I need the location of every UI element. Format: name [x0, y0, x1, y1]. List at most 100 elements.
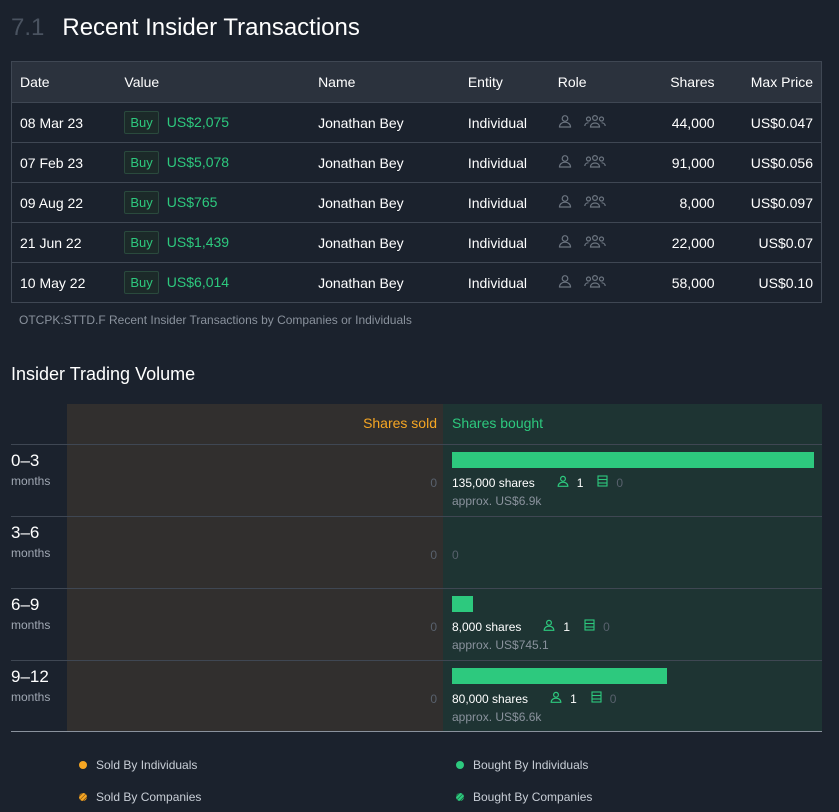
legend-sold-companies: Sold By Companies [79, 790, 201, 804]
cell-entity: Individual [459, 182, 550, 223]
period-range: 3–6 [11, 523, 40, 542]
column-header-role[interactable]: Role [549, 61, 642, 103]
period-label: 6–9 months [11, 595, 67, 632]
buy-badge: Buy [124, 151, 159, 174]
period-label: 3–6 months [11, 523, 67, 560]
green-striped-dot-icon [456, 793, 464, 801]
cell-shares: 8,000 [641, 182, 723, 223]
company-count: 0 [616, 475, 624, 490]
bought-bar[interactable] [452, 596, 473, 612]
shares-sold-header: Shares sold [363, 415, 437, 431]
table-row[interactable]: 09 Aug 22 Buy US$765 Jonathan Bey Individual… [11, 182, 822, 223]
chart-baseline [11, 731, 822, 732]
table-row[interactable]: 07 Feb 23 Buy US$5,078 Jonathan Bey Individu… [11, 142, 822, 183]
cell-role [549, 262, 642, 303]
cell-date: 10 May 22 [11, 262, 117, 303]
period-label: 0–3 months [11, 451, 67, 488]
legend-sold-individuals: Sold By Individuals [79, 758, 197, 772]
legend-bought-individuals: Bought By Individuals [456, 758, 588, 772]
company-count: 0 [603, 619, 610, 634]
cell-name[interactable]: Jonathan Bey [310, 222, 460, 263]
transaction-value: US$5,078 [166, 154, 230, 170]
column-header-date[interactable]: Date [11, 61, 117, 103]
bought-info: 8,000 shares 1 0 [452, 619, 610, 634]
table-caption: OTCPK:STTD.F Recent Insider Transactions… [19, 313, 412, 327]
individual-icon [557, 475, 569, 490]
bought-shares: 80,000 shares [452, 691, 529, 706]
group-people-icon [583, 154, 606, 168]
column-header-max-price[interactable]: Max Price [722, 61, 822, 103]
sold-value: 0 [430, 692, 437, 706]
cell-date: 09 Aug 22 [11, 182, 117, 223]
insider-volume-chart: Shares sold Shares bought 0–3 months 0 135,… [11, 404, 822, 732]
cell-value: Buy US$1,439 [116, 222, 311, 263]
cell-role [549, 182, 642, 223]
period-unit: months [11, 690, 51, 704]
green-dot-icon [456, 761, 464, 769]
column-header-entity[interactable]: Entity [459, 61, 550, 103]
bought-shares: 135,000 shares [452, 475, 535, 490]
company-icon [591, 691, 602, 706]
cell-entity: Individual [459, 262, 550, 303]
insider-transactions-table: Date Value Name Entity Role Shares Max P… [11, 61, 822, 303]
buy-badge: Buy [124, 111, 159, 134]
bought-shares: 8,000 shares [452, 619, 522, 634]
buy-badge: Buy [124, 231, 159, 254]
cell-entity: Individual [459, 142, 550, 183]
group-people-icon [583, 274, 606, 288]
legend-label: Bought By Companies [473, 790, 593, 804]
row-divider [11, 516, 822, 517]
table-row[interactable]: 08 Mar 23 Buy US$2,075 Jonathan Bey Individu… [11, 102, 822, 143]
period-range: 0–3 [11, 451, 40, 470]
approx-value: approx. US$745.1 [452, 638, 549, 652]
cell-role [549, 102, 642, 143]
individual-person-icon [558, 114, 572, 128]
column-header-value[interactable]: Value [116, 61, 311, 103]
bought-info: 80,000 shares 1 0 [452, 691, 616, 706]
column-header-name[interactable]: Name [310, 61, 460, 103]
cell-value: Buy US$765 [116, 182, 311, 223]
sold-value: 0 [430, 620, 437, 634]
individual-person-icon [558, 234, 572, 248]
row-divider [11, 660, 822, 661]
cell-max-price: US$0.056 [722, 142, 822, 183]
transaction-value: US$765 [166, 194, 218, 210]
individual-count: 1 [576, 475, 584, 490]
bought-bar[interactable] [452, 452, 814, 468]
company-icon [597, 475, 608, 490]
group-people-icon [583, 234, 606, 248]
row-divider [11, 444, 822, 445]
period-unit: months [11, 546, 51, 560]
row-divider [11, 588, 822, 589]
column-header-shares[interactable]: Shares [641, 61, 723, 103]
table-row[interactable]: 10 May 22 Buy US$6,014 Jonathan Bey Individu… [11, 262, 822, 303]
cell-name[interactable]: Jonathan Bey [310, 142, 460, 183]
cell-name[interactable]: Jonathan Bey [310, 262, 460, 303]
approx-value: approx. US$6.6k [452, 710, 542, 724]
cell-entity: Individual [459, 222, 550, 263]
cell-shares: 91,000 [641, 142, 723, 183]
cell-max-price: US$0.10 [722, 262, 822, 303]
legend-label: Sold By Companies [96, 790, 202, 804]
cell-name[interactable]: Jonathan Bey [310, 182, 460, 223]
individual-icon [543, 619, 555, 634]
cell-name[interactable]: Jonathan Bey [310, 102, 460, 143]
section-number: 7.1 [11, 14, 45, 41]
period-range: 6–9 [11, 595, 40, 614]
cell-shares: 44,000 [641, 102, 723, 143]
transaction-value: US$1,439 [166, 234, 230, 250]
group-people-icon [583, 114, 606, 128]
orange-striped-dot-icon [79, 793, 87, 801]
individual-count: 1 [563, 619, 571, 634]
individual-person-icon [558, 154, 572, 168]
company-count: 0 [609, 691, 617, 706]
legend-label: Bought By Individuals [473, 758, 589, 772]
bought-bar[interactable] [452, 668, 667, 684]
cell-shares: 22,000 [641, 222, 723, 263]
legend-bought-companies: Bought By Companies [456, 790, 592, 804]
period-unit: months [11, 474, 51, 488]
table-row[interactable]: 21 Jun 22 Buy US$1,439 Jonathan Bey Individu… [11, 222, 822, 263]
individual-person-icon [558, 194, 572, 208]
period-label: 9–12 months [11, 667, 67, 704]
sold-value: 0 [430, 476, 437, 490]
